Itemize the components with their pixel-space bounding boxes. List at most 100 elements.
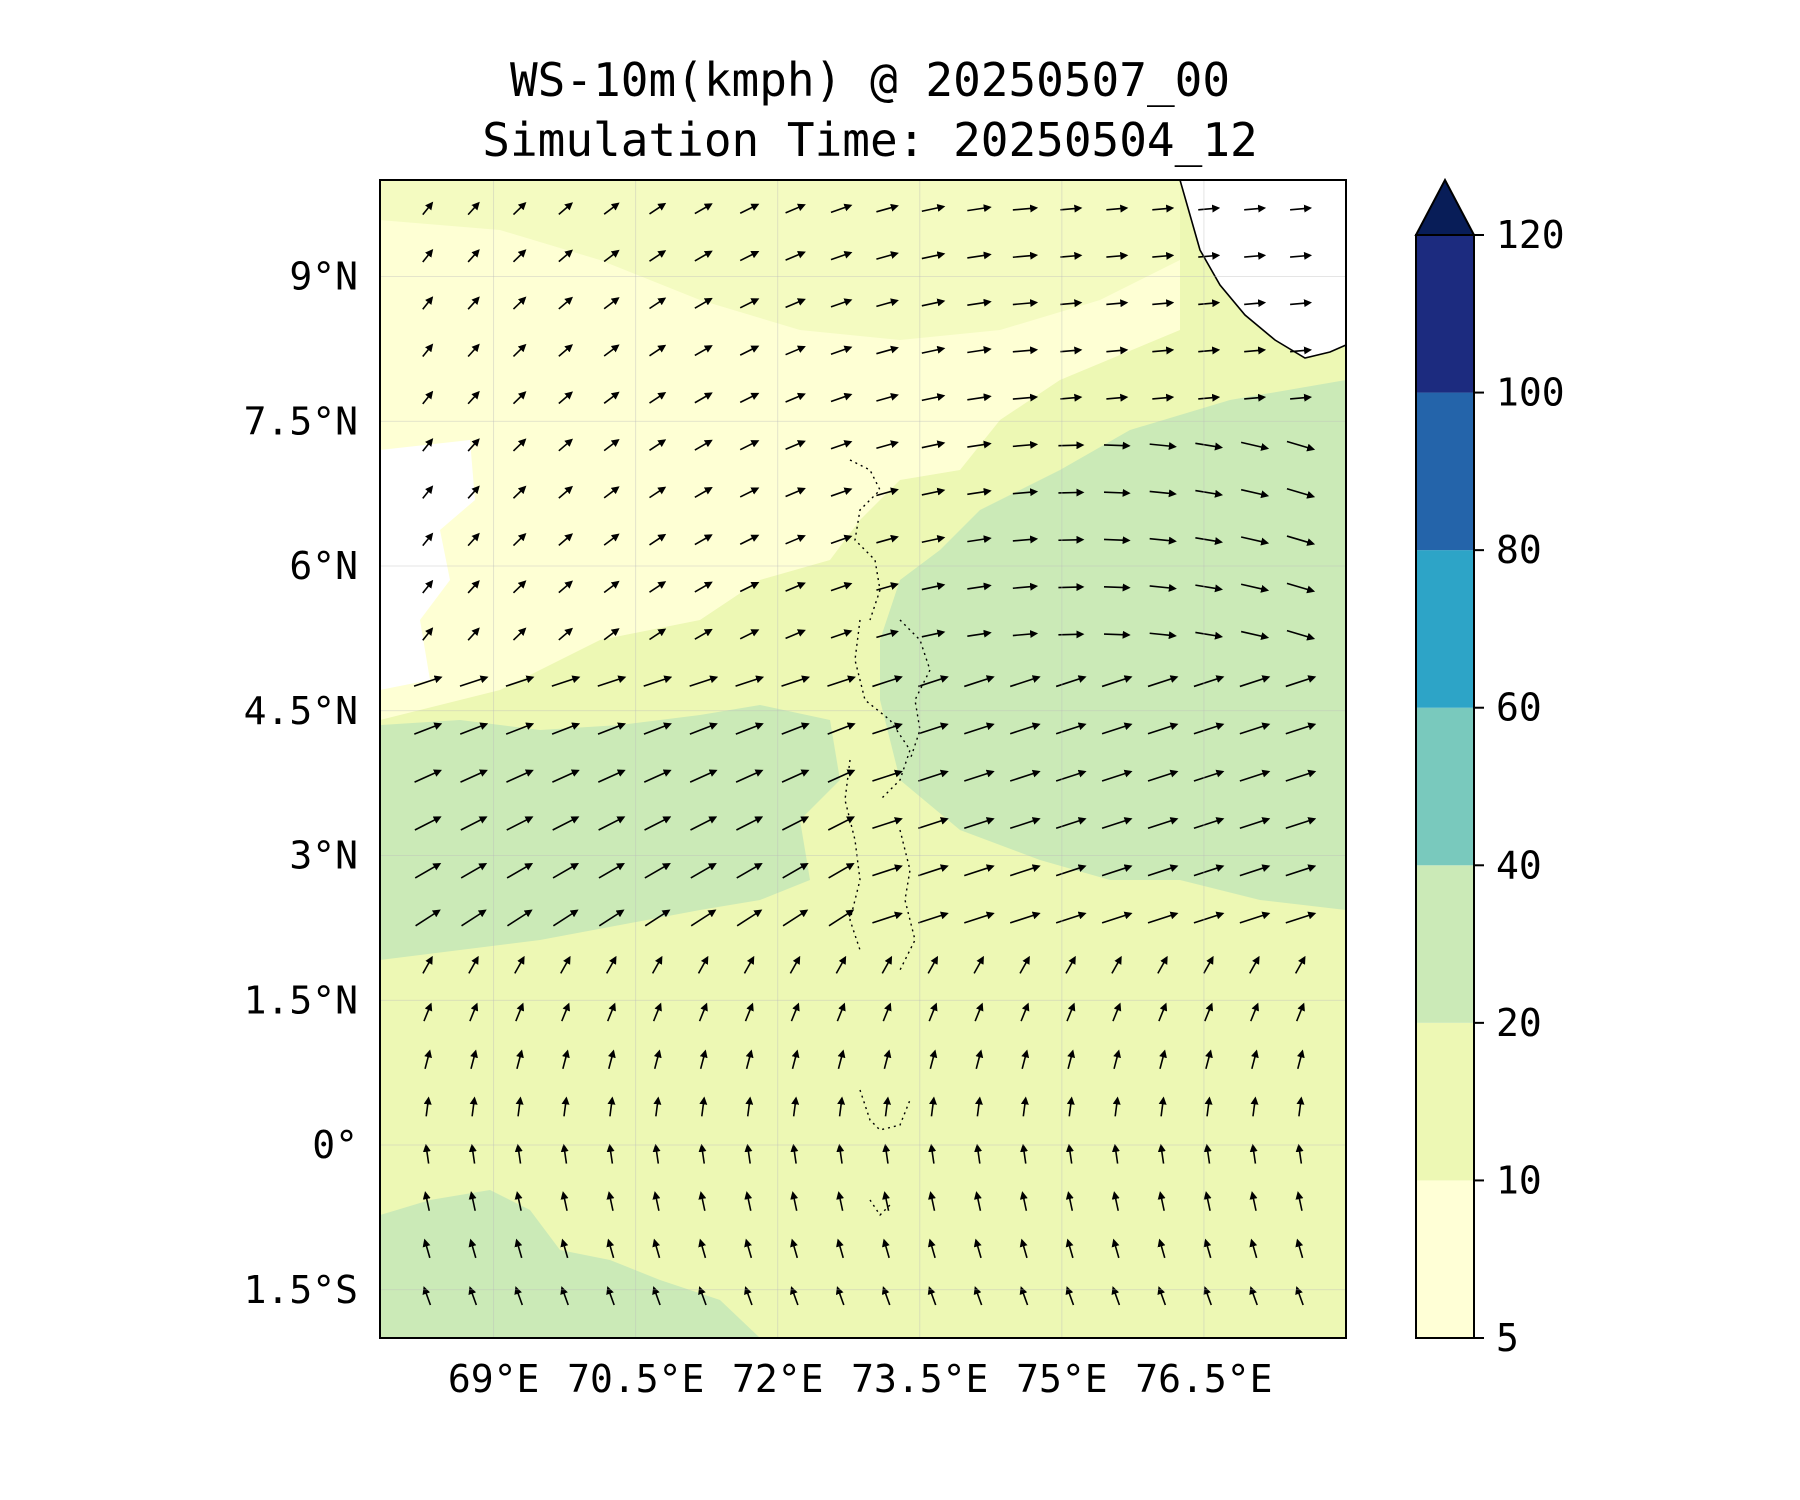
wind-arrow xyxy=(1193,864,1225,877)
wind-arrow xyxy=(1285,722,1317,735)
wind-arrow xyxy=(1239,722,1271,735)
wind-arrow xyxy=(1101,817,1133,830)
wind-arrow xyxy=(1198,204,1221,213)
wind-arrow xyxy=(1009,864,1041,877)
wind-arrow xyxy=(830,298,853,308)
latitude-axis: 1.5°S 0° 1.5°N 3°N 4.5°N 6°N 7.5°N 9°N xyxy=(244,255,358,1312)
wind-arrow xyxy=(694,534,713,546)
wind-arrow xyxy=(921,629,946,638)
wind-arrow xyxy=(694,628,713,640)
wind-arrow xyxy=(652,1002,662,1022)
wind-arrow xyxy=(882,1191,890,1211)
wind-arrow xyxy=(690,909,717,927)
wind-arrow xyxy=(1060,204,1083,213)
wind-arrow xyxy=(597,722,627,735)
wind-arrow xyxy=(1240,630,1270,641)
wind-arrow xyxy=(552,909,579,927)
wind-arrow xyxy=(467,580,480,594)
wind-arrow xyxy=(1193,911,1225,924)
wind-arrow xyxy=(512,391,527,405)
wind-arrow xyxy=(1149,536,1177,545)
wind-band-calm xyxy=(380,440,475,690)
wind-arrow xyxy=(422,532,434,547)
wind-arrow xyxy=(876,629,899,639)
wind-arrow xyxy=(790,1286,799,1306)
wind-arrow xyxy=(967,346,992,354)
wind-arrow xyxy=(1106,251,1129,260)
wind-arrow xyxy=(739,251,760,262)
wind-arrow xyxy=(1058,441,1085,450)
wind-arrow xyxy=(876,487,899,497)
wind-arrow xyxy=(512,296,527,310)
wind-arrow xyxy=(649,533,667,546)
wind-arrow xyxy=(512,201,527,216)
wind-arrow xyxy=(883,1049,892,1069)
wind-arrow xyxy=(422,1238,431,1259)
wind-arrow xyxy=(835,955,847,974)
wind-arrow xyxy=(597,769,626,783)
wind-band-20-40-west xyxy=(380,705,840,960)
colorbar-frame xyxy=(1415,234,1475,1339)
lon-tick-label: 72°E xyxy=(732,1357,824,1401)
wind-arrow xyxy=(1055,817,1087,830)
wind-arrow xyxy=(921,203,946,213)
wind-arrow xyxy=(781,722,810,735)
colorbar-tick-label: 5 xyxy=(1496,1316,1519,1360)
wind-arrow xyxy=(790,1191,799,1211)
wind-arrow xyxy=(882,1002,892,1022)
wind-arrow xyxy=(1296,1096,1305,1117)
wind-arrow xyxy=(606,1002,616,1022)
wind-arrow xyxy=(690,816,718,831)
wind-arrow xyxy=(643,722,672,735)
wind-arrow xyxy=(1159,1049,1167,1069)
wind-arrow xyxy=(928,1191,936,1211)
wind-arrow xyxy=(967,393,992,402)
wind-arrow xyxy=(607,1096,616,1117)
wind-arrow xyxy=(603,249,620,263)
wind-arrow xyxy=(422,438,434,452)
wind-arrow xyxy=(651,955,663,974)
wind-arrow xyxy=(1152,393,1175,402)
wind-arrow xyxy=(1106,204,1129,213)
wind-arrow xyxy=(694,392,713,404)
wind-arrow xyxy=(836,1238,844,1259)
wind-arrow xyxy=(1103,441,1131,450)
colorbar-segment xyxy=(1416,707,1474,866)
wind-arrow xyxy=(506,862,534,879)
figure-subtitle: Simulation Time: 20250504_12 xyxy=(482,113,1258,167)
wind-arrow xyxy=(921,345,946,354)
wind-arrow xyxy=(1020,1096,1029,1117)
india-coastline-land xyxy=(1179,180,1346,359)
wind-arrow xyxy=(1295,1191,1304,1211)
wind-arrow xyxy=(1249,1238,1258,1259)
wind-arrow xyxy=(643,769,672,783)
wind-arrow xyxy=(1240,488,1270,499)
wind-arrow xyxy=(1055,911,1087,924)
wind-arrow xyxy=(964,675,995,688)
wind-arrow xyxy=(422,579,434,594)
wind-arrow xyxy=(921,251,946,260)
wind-arrow xyxy=(927,1238,936,1259)
wind-arrow xyxy=(694,203,713,215)
wind-arrow xyxy=(552,862,580,879)
wind-arrow xyxy=(505,675,535,687)
wind-arrow xyxy=(422,485,434,499)
wind-arrow xyxy=(1065,955,1076,974)
wind-arrow xyxy=(928,1143,937,1164)
wind-arrow xyxy=(649,392,667,404)
wind-arrow xyxy=(1286,582,1316,594)
wind-arrow xyxy=(964,911,995,924)
wind-arrow xyxy=(882,1143,891,1164)
wind-arrow xyxy=(1157,1143,1166,1164)
wind-arrow xyxy=(1204,1002,1214,1022)
wind-arrow xyxy=(1239,675,1271,688)
wind-arrow xyxy=(1111,1286,1121,1306)
wind-arrow xyxy=(468,1143,477,1164)
wind-arrow xyxy=(1244,393,1267,402)
wind-arrow xyxy=(652,1286,661,1306)
wind-arrow xyxy=(830,345,853,355)
wind-arrow xyxy=(921,582,946,591)
wind-arrow xyxy=(1147,911,1179,924)
wind-arrow xyxy=(744,1002,754,1022)
wind-arrow xyxy=(739,487,760,498)
